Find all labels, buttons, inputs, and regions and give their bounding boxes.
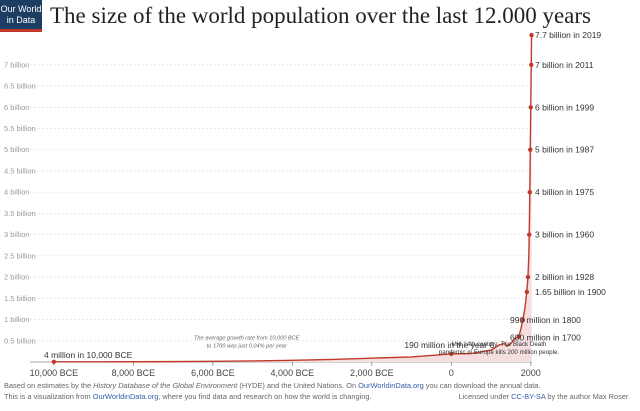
data-label: 6 billion in 1999: [535, 102, 594, 112]
data-point: [449, 351, 454, 357]
grid-layer: 0.5 billion 1 billion 1.5 billion 2 billion…: [4, 60, 541, 378]
data-label: 7.7 billion in 2019: [535, 30, 601, 40]
logo-line-2: in Data: [6, 15, 36, 25]
y-tick-label: 7 billion: [4, 60, 29, 69]
population-chart: 0.5 billion 1 billion 1.5 billion 2 billion…: [4, 30, 606, 378]
chart-title: The size of the world population over th…: [50, 3, 591, 28]
x-tick-label: 2,000 BCE: [350, 368, 394, 378]
license-text-1: Licensed under: [458, 392, 512, 401]
y-tick-label: 6 billion: [4, 103, 29, 112]
data-label: 990 million in 1800: [510, 315, 581, 325]
data-label: 1.65 billion in 1900: [535, 287, 606, 297]
data-point: [527, 232, 532, 237]
logo-line-1: Our World: [0, 4, 42, 14]
population-line: [53, 35, 533, 363]
y-tick-label: 3.5 billion: [4, 209, 36, 218]
data-label: 5 billion in 1987: [535, 145, 594, 155]
footer-text-1: Based on estimates by the: [4, 381, 94, 390]
label-layer: 4 million in 10,000 BCE 190 million in th…: [44, 30, 606, 360]
data-label: 3 billion in 1960: [535, 230, 594, 240]
data-point: [524, 289, 530, 295]
x-tick-label: 0: [449, 368, 454, 378]
y-tick-label: 1 billion: [4, 315, 29, 324]
footer-link-owid[interactable]: OurWorldinData.org: [358, 381, 424, 390]
population-area: [53, 35, 532, 363]
license-text-2: by the author Max Roser.: [545, 392, 630, 401]
y-tick-label: 5.5 billion: [4, 124, 36, 133]
data-point: [516, 334, 522, 339]
data-label: 2 billion in 1928: [535, 272, 594, 282]
x-tick-label: 10,000 BCE: [30, 368, 79, 378]
footer-text-3: you can download the annual data.: [423, 381, 541, 390]
footer-license: Licensed under CC-BY-SA by the author Ma…: [459, 391, 630, 402]
data-label: 7 billion in 2011: [535, 60, 594, 70]
data-point: [529, 32, 534, 38]
y-tick-label: 5 billion: [4, 145, 29, 154]
black-death-annotation-line: pandemic in Europe kills 200 million peo…: [439, 349, 560, 356]
chart-footer: Based on estimates by the History Databa…: [4, 380, 636, 402]
line-layer: [53, 35, 533, 363]
footer-text-2: (HYDE) and the United Nations. On: [237, 381, 359, 390]
y-tick-label: 2 billion: [4, 273, 29, 282]
data-label: 600 million in 1700: [510, 333, 581, 343]
y-tick-label: 3 billion: [4, 230, 29, 239]
x-tick-label: 4,000 BCE: [271, 368, 315, 378]
y-tick-label: 2.5 billion: [4, 251, 36, 260]
footer-text-5: , where you find data and research on ho…: [158, 392, 372, 401]
y-tick-label: 4 billion: [4, 188, 29, 197]
data-label: 4 million in 10,000 BCE: [44, 350, 133, 360]
y-tick-label: 1.5 billion: [4, 294, 36, 303]
x-tick-label: 2000: [521, 368, 541, 378]
x-tick-label: 8,000 BCE: [112, 368, 156, 378]
data-point: [520, 317, 526, 323]
x-tick-label: 6,000 BCE: [191, 368, 235, 378]
license-link[interactable]: CC-BY-SA: [511, 392, 546, 401]
data-point: [527, 189, 533, 195]
y-tick-label: 0.5 billion: [4, 336, 36, 345]
black-death-annotation-line: Mid 14th century: The Black Death: [452, 341, 547, 348]
data-label: 190 million in the year 0: [404, 340, 494, 350]
data-point: [528, 147, 533, 152]
area-layer: [53, 35, 532, 363]
data-label: 4 billion in 1975: [535, 187, 594, 197]
footer-link-owid-2[interactable]: OurWorldinData.org: [92, 392, 159, 401]
point-layer: [51, 32, 534, 365]
footer-credit-row: This is a visualization from OurWorldinD…: [4, 391, 636, 402]
y-tick-label: 4.5 billion: [4, 166, 36, 175]
data-point: [529, 62, 534, 68]
owid-logo: Our World in Data: [0, 0, 42, 32]
data-point: [525, 274, 531, 280]
footer-hyde-name: History Database of the Global Environme…: [93, 381, 238, 390]
growth-rate-annotation-line: to 1700 was just 0.04% per year: [207, 343, 288, 349]
footer-text-4: This is a visualization from: [4, 392, 93, 401]
data-point: [528, 105, 533, 110]
growth-rate-annotation-line: The average growth rate from 10,000 BCE: [194, 335, 300, 341]
y-tick-label: 6.5 billion: [4, 82, 36, 91]
footer-source-row: Based on estimates by the History Databa…: [4, 380, 636, 391]
data-point: [51, 359, 57, 365]
